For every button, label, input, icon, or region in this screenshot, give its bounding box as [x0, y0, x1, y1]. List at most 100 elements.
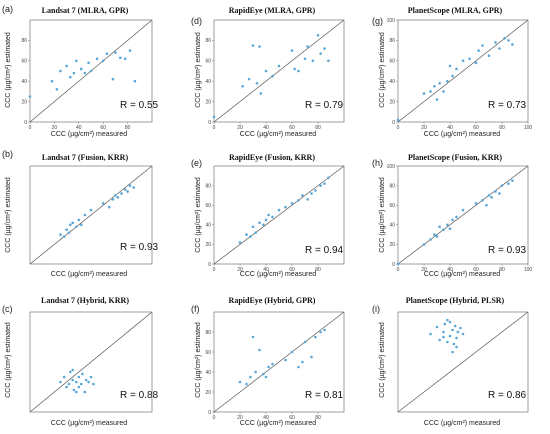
x-axis-label: CCC (µg/cm²) measured	[424, 271, 500, 278]
scatter-panel-f: (f) RapidEye (Hybrid, GPR) CCC (µg/cm²) …	[191, 296, 345, 427]
data-point	[438, 81, 441, 85]
x-axis-label: CCC (µg/cm²) measured	[51, 271, 127, 278]
data-point	[251, 44, 255, 47]
data-point	[327, 176, 330, 180]
data-point	[111, 198, 115, 201]
data-point	[507, 182, 510, 185]
data-point	[114, 51, 117, 54]
y-tick-label: 40	[21, 79, 27, 85]
data-point	[258, 221, 261, 225]
data-point	[429, 90, 432, 93]
data-point	[68, 223, 72, 227]
y-axis-label: CCC (µg/cm²) estimated	[195, 177, 202, 253]
x-tick-label: 60	[289, 415, 295, 421]
data-point	[446, 223, 449, 227]
y-tick-label: 80	[21, 38, 27, 44]
plot-frame	[397, 311, 529, 413]
data-point	[254, 231, 257, 234]
x-axis-label: CCC (µg/cm²) measured	[240, 420, 316, 427]
data-point	[118, 56, 122, 60]
panel-title: RapidEye (Fusion, KRR)	[229, 153, 315, 162]
data-point	[114, 194, 117, 197]
one-to-one-line	[213, 19, 345, 123]
x-tick-label: 40	[263, 267, 269, 273]
data-point	[75, 225, 78, 229]
data-point	[446, 340, 449, 344]
panel-title: PlanetScope (Fusion, KRR)	[408, 153, 502, 162]
data-point	[59, 380, 62, 384]
data-point	[422, 243, 426, 246]
panel-letter: (h)	[372, 158, 383, 168]
data-point	[28, 95, 32, 98]
data-point	[123, 57, 127, 61]
plot-frame	[213, 19, 345, 123]
data-point	[75, 380, 78, 384]
data-point	[306, 45, 309, 48]
data-point	[511, 179, 514, 182]
data-point	[126, 190, 129, 193]
data-point	[451, 328, 454, 332]
data-point	[62, 375, 66, 379]
one-to-one-line	[397, 165, 529, 265]
plot-frame	[397, 19, 529, 123]
data-point	[443, 322, 447, 326]
data-point	[87, 61, 90, 65]
data-point	[249, 375, 252, 379]
one-to-one-line	[29, 311, 153, 413]
y-tick-label: 0	[208, 120, 211, 126]
data-point	[487, 194, 491, 197]
x-tick-label: 60	[473, 267, 479, 273]
x-tick-label: 80	[315, 125, 321, 131]
data-point	[284, 205, 287, 209]
data-point	[65, 228, 68, 231]
y-tick-label: 20	[389, 99, 395, 105]
one-to-one-line	[397, 311, 529, 413]
data-point	[474, 61, 478, 65]
data-point	[456, 330, 460, 334]
data-point	[323, 182, 326, 185]
data-point	[101, 59, 105, 63]
data-point	[310, 192, 313, 195]
x-tick-label: 100	[524, 267, 533, 273]
correlation-label: R = 0.86	[488, 390, 527, 401]
data-point	[55, 88, 59, 91]
one-to-one-line	[213, 165, 345, 265]
x-tick-label: 0	[29, 125, 32, 131]
y-tick-label: 80	[389, 183, 395, 189]
x-tick-label: 40	[447, 125, 453, 131]
data-point	[238, 380, 242, 384]
y-axis-label: CCC (µg/cm²) estimated	[5, 177, 12, 253]
y-tick-label: 40	[205, 223, 211, 229]
correlation-label: R = 0.81	[305, 390, 344, 401]
data-point	[442, 228, 445, 231]
panel-letter: (i)	[372, 304, 380, 314]
y-tick-label: 100	[387, 164, 396, 170]
data-point	[310, 355, 313, 359]
data-point	[490, 196, 493, 199]
panel-title: Landsat 7 (Fusion, KRR)	[42, 153, 129, 162]
x-tick-label: 100	[524, 125, 533, 131]
y-axis-label: CCC (µg/cm²) estimated	[379, 322, 386, 398]
data-point	[133, 79, 137, 83]
y-tick-label: 60	[205, 203, 211, 209]
data-point	[68, 75, 72, 79]
data-point	[128, 184, 132, 187]
data-point	[442, 335, 445, 339]
data-point	[327, 59, 330, 63]
y-tick-label: 60	[389, 59, 395, 65]
data-point	[128, 49, 132, 52]
data-point	[132, 186, 135, 189]
data-point	[442, 330, 445, 334]
data-point	[461, 332, 465, 336]
y-tick-label: 40	[389, 223, 395, 229]
data-point	[461, 59, 465, 63]
data-point	[323, 328, 326, 332]
data-point	[438, 338, 441, 342]
panel-title: PlanetScope (Hybrid, PLSR)	[406, 296, 505, 305]
y-tick-label: 40	[205, 79, 211, 85]
data-point	[481, 199, 484, 202]
data-point	[101, 201, 105, 205]
data-point	[71, 368, 74, 372]
scatter-panel-b: (b) Landsat 7 (Fusion, KRR) CCC (µg/cm²)…	[2, 149, 159, 278]
